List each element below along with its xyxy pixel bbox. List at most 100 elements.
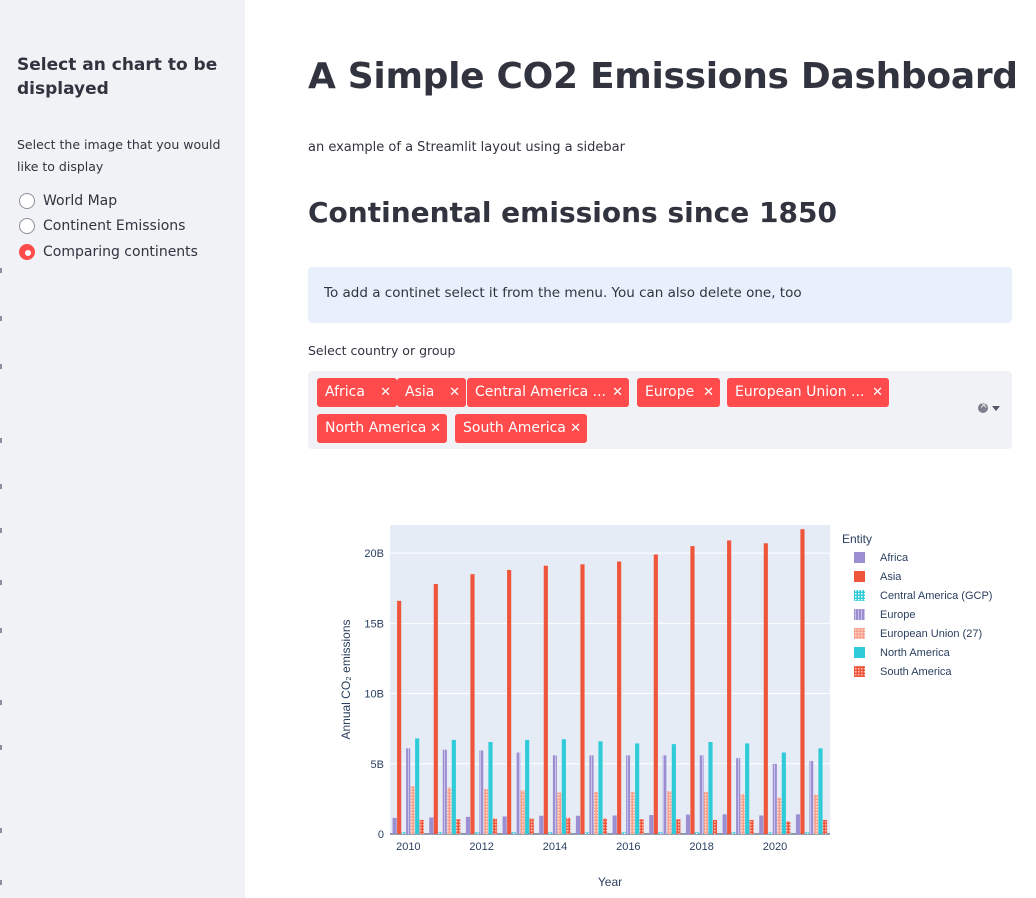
tag-european-union[interactable]: European Union ... ✕ — [727, 378, 889, 407]
legend-swatch[interactable] — [854, 609, 865, 620]
legend-swatch[interactable] — [854, 647, 865, 658]
radio-world-map[interactable]: World Map — [19, 188, 198, 214]
bar[interactable] — [740, 793, 745, 834]
bar[interactable] — [529, 818, 534, 834]
legend-swatch[interactable] — [854, 590, 865, 601]
bar[interactable] — [419, 819, 424, 834]
bar[interactable] — [818, 748, 823, 834]
bar[interactable] — [580, 564, 585, 834]
bar[interactable] — [795, 814, 801, 834]
bar[interactable] — [671, 744, 676, 834]
bar[interactable] — [397, 600, 402, 834]
radio-label[interactable]: Comparing continents — [43, 243, 198, 260]
radio-button-icon[interactable] — [19, 218, 35, 235]
country-multiselect[interactable]: Africa ✕ Asia ✕ Central America ... ✕ Europ… — [308, 371, 1012, 449]
bar[interactable] — [626, 755, 631, 834]
bar[interactable] — [429, 817, 434, 834]
remove-tag-icon[interactable]: ✕ — [612, 385, 623, 400]
remove-tag-icon[interactable]: ✕ — [449, 385, 460, 400]
bar[interactable] — [727, 540, 732, 834]
legend-entry[interactable]: North America — [880, 647, 951, 659]
bar[interactable] — [479, 750, 484, 834]
legend-entry[interactable]: European Union (27) — [880, 628, 982, 640]
bar[interactable] — [561, 739, 566, 834]
bar[interactable] — [511, 832, 516, 834]
bar[interactable] — [786, 821, 791, 834]
bar[interactable] — [653, 554, 658, 834]
remove-tag-icon[interactable]: ✕ — [430, 421, 441, 436]
bar[interactable] — [483, 789, 489, 834]
bar[interactable] — [822, 819, 828, 834]
bar[interactable] — [703, 791, 709, 834]
tag-south-america[interactable]: South America ✕ — [455, 414, 587, 443]
bar[interactable] — [525, 739, 530, 834]
bar[interactable] — [667, 791, 672, 834]
bar[interactable] — [598, 741, 603, 834]
bar[interactable] — [690, 546, 695, 834]
tag-asia[interactable]: Asia ✕ — [397, 378, 466, 407]
bar[interactable] — [731, 832, 736, 834]
bar[interactable] — [772, 763, 777, 834]
legend-swatch[interactable] — [854, 571, 865, 582]
bar[interactable] — [507, 569, 512, 834]
legend-swatch[interactable] — [854, 628, 865, 639]
bar[interactable] — [552, 755, 557, 834]
bar[interactable] — [447, 787, 452, 834]
bar[interactable] — [465, 816, 471, 834]
bar[interactable] — [800, 529, 805, 834]
clear-all-icon[interactable] — [978, 400, 988, 413]
legend-swatch[interactable] — [854, 552, 865, 563]
bar[interactable] — [401, 832, 406, 834]
bar[interactable] — [649, 815, 654, 834]
bar[interactable] — [759, 815, 764, 834]
bar[interactable] — [639, 819, 644, 834]
bar[interactable] — [745, 743, 750, 834]
bar[interactable] — [516, 752, 521, 834]
bar[interactable] — [708, 742, 713, 834]
bar[interactable] — [492, 818, 498, 834]
radio-label[interactable]: Continent Emissions — [43, 218, 186, 235]
remove-tag-icon[interactable]: ✕ — [872, 385, 883, 400]
radio-button-icon[interactable] — [19, 192, 35, 209]
bar[interactable] — [685, 814, 691, 834]
chevron-down-icon[interactable] — [992, 405, 1000, 411]
bar[interactable] — [813, 794, 819, 834]
bar[interactable] — [451, 739, 456, 834]
legend-entry[interactable]: Europe — [880, 609, 915, 621]
bar[interactable] — [415, 738, 420, 834]
bar[interactable] — [699, 755, 704, 834]
legend-entry[interactable]: Central America (GCP) — [880, 590, 992, 602]
legend-swatch[interactable] — [854, 666, 865, 677]
bar[interactable] — [442, 749, 447, 834]
radio-continent-emissions[interactable]: Continent Emissions — [19, 214, 198, 240]
bar[interactable] — [617, 561, 622, 834]
bar[interactable] — [438, 832, 443, 834]
remove-tag-icon[interactable]: ✕ — [703, 385, 714, 400]
bar[interactable] — [557, 792, 562, 834]
bar[interactable] — [589, 755, 594, 834]
bar[interactable] — [593, 791, 599, 834]
bar[interactable] — [488, 742, 493, 834]
tag-central-america[interactable]: Central America ... ✕ — [467, 378, 629, 407]
bar[interactable] — [694, 832, 700, 834]
bar[interactable] — [781, 752, 786, 834]
bar[interactable] — [520, 790, 525, 834]
bar[interactable] — [566, 817, 571, 834]
bar[interactable] — [456, 819, 461, 834]
remove-tag-icon[interactable]: ✕ — [570, 421, 581, 436]
bar[interactable] — [621, 832, 626, 834]
bar[interactable] — [749, 819, 754, 834]
bar[interactable] — [635, 743, 640, 834]
radio-button-selected-icon[interactable] — [19, 243, 35, 260]
legend-entry[interactable]: Asia — [880, 571, 902, 583]
bar[interactable] — [474, 832, 480, 834]
bar[interactable] — [662, 755, 667, 834]
bar[interactable] — [548, 832, 553, 834]
bar[interactable] — [777, 797, 782, 834]
bar[interactable] — [809, 760, 814, 834]
bar[interactable] — [612, 815, 617, 834]
bar[interactable] — [712, 819, 718, 834]
bar[interactable] — [392, 817, 397, 834]
remove-tag-icon[interactable]: ✕ — [380, 385, 391, 400]
bar[interactable] — [410, 786, 415, 834]
